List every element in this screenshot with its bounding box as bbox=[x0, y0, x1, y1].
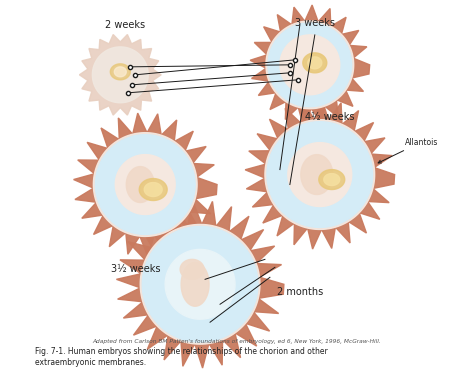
Polygon shape bbox=[142, 227, 258, 342]
Polygon shape bbox=[95, 135, 195, 234]
Text: 3½ weeks: 3½ weeks bbox=[110, 264, 160, 274]
Polygon shape bbox=[165, 249, 235, 319]
Polygon shape bbox=[181, 262, 209, 306]
Polygon shape bbox=[324, 174, 340, 186]
Text: 3 weeks: 3 weeks bbox=[295, 18, 335, 28]
Polygon shape bbox=[265, 120, 374, 230]
Polygon shape bbox=[303, 53, 327, 73]
Text: Adapted from Carlson BM Patten's foundations of embryology, ed 6, New York, 1996: Adapted from Carlson BM Patten's foundat… bbox=[92, 339, 382, 344]
Polygon shape bbox=[301, 155, 333, 195]
Polygon shape bbox=[250, 5, 370, 124]
Polygon shape bbox=[245, 100, 395, 249]
Polygon shape bbox=[73, 113, 217, 256]
Polygon shape bbox=[267, 122, 373, 227]
Text: 2 weeks: 2 weeks bbox=[105, 20, 146, 30]
Polygon shape bbox=[268, 23, 352, 107]
Polygon shape bbox=[319, 170, 345, 189]
Polygon shape bbox=[280, 35, 340, 95]
Polygon shape bbox=[308, 57, 322, 69]
Text: Allantois: Allantois bbox=[378, 138, 438, 163]
Polygon shape bbox=[266, 21, 354, 109]
Polygon shape bbox=[115, 155, 175, 215]
Polygon shape bbox=[117, 201, 284, 368]
Polygon shape bbox=[93, 133, 197, 237]
Polygon shape bbox=[114, 67, 126, 77]
Polygon shape bbox=[140, 224, 260, 344]
Text: Fig. 7-1. Human embryos showing the relationships of the chorion and other
extra: Fig. 7-1. Human embryos showing the rela… bbox=[36, 347, 328, 366]
Polygon shape bbox=[126, 167, 154, 202]
Polygon shape bbox=[144, 183, 162, 196]
Polygon shape bbox=[139, 179, 167, 201]
Text: 4½ weeks: 4½ weeks bbox=[305, 112, 355, 122]
Polygon shape bbox=[79, 35, 161, 115]
Polygon shape bbox=[92, 47, 148, 103]
Polygon shape bbox=[110, 64, 130, 80]
Polygon shape bbox=[180, 259, 204, 279]
Text: 2 months: 2 months bbox=[277, 287, 323, 297]
Polygon shape bbox=[288, 142, 352, 206]
